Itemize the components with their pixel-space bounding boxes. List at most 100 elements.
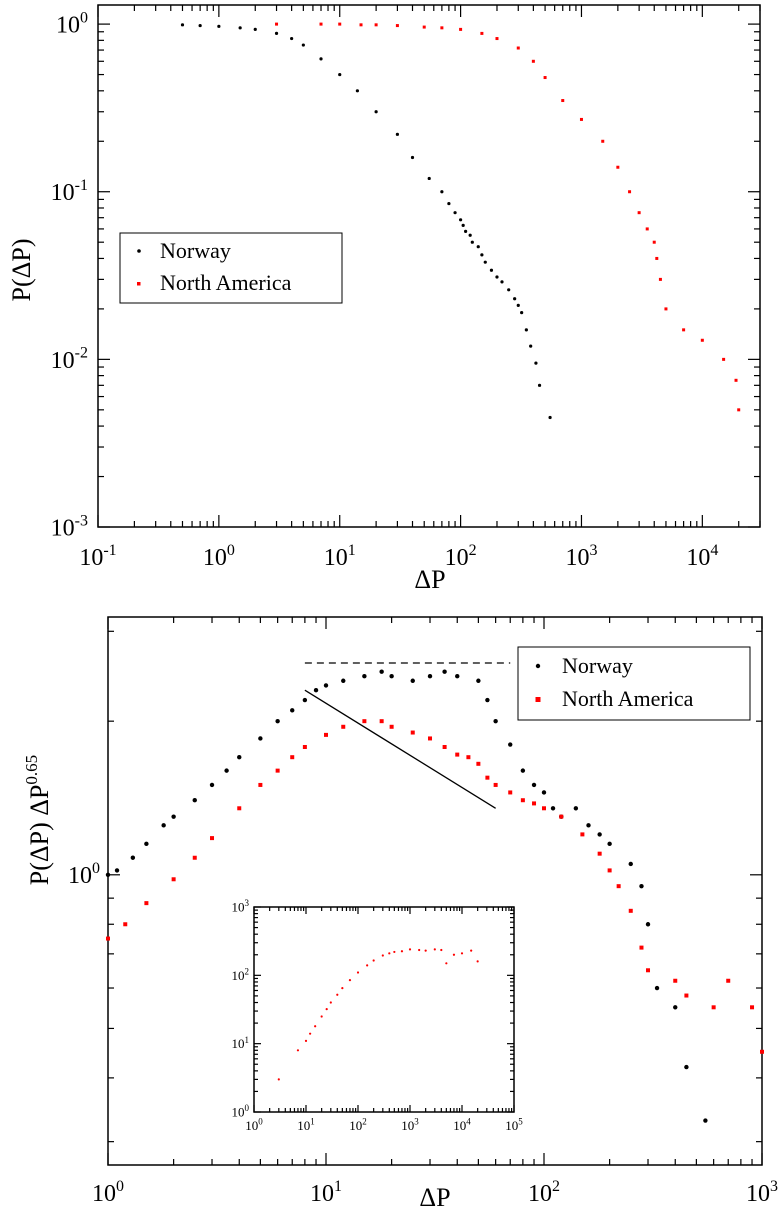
bottom-north-america-point xyxy=(442,744,447,749)
top-norway-point xyxy=(548,415,552,420)
top-legend-north-america-marker xyxy=(137,282,141,286)
bottom-north-america-point xyxy=(607,868,612,873)
top-north-america-point xyxy=(275,22,279,26)
top-north-america-point xyxy=(652,240,656,244)
inset-x-tick-label: 100 xyxy=(245,1117,263,1133)
top-x-tick-label-base: 10 xyxy=(686,545,710,571)
bottom-legend-box xyxy=(517,646,751,721)
top-x-tick-label: 101 xyxy=(324,542,356,571)
bottom-north-america-point xyxy=(324,732,328,737)
inset-x-tick-label: 105 xyxy=(505,1117,523,1133)
top-x-tick-label-exponent: -1 xyxy=(103,542,116,559)
top-legend-box xyxy=(119,232,343,304)
top-norway-point xyxy=(338,72,342,77)
inset-x-tick-label: 101 xyxy=(297,1117,315,1133)
bottom-plot-frame xyxy=(107,616,763,1166)
bottom-norway-point xyxy=(192,798,197,803)
bottom-x-axis-label: ΔP xyxy=(419,1183,450,1212)
bottom-north-america-point xyxy=(389,724,394,729)
bottom-y-tick-label-exponent: 0 xyxy=(92,860,100,877)
bottom-north-america-point xyxy=(559,814,564,819)
top-north-america-point xyxy=(658,277,662,281)
bottom-north-america-point xyxy=(711,1005,716,1010)
top-norway-point xyxy=(520,311,524,315)
bottom-norway-point xyxy=(476,678,481,683)
inset-y-tick-label-exponent: 1 xyxy=(245,1035,250,1045)
bottom-north-america-point xyxy=(192,855,197,860)
bottom-north-america-point xyxy=(362,719,367,724)
top-norway-point xyxy=(500,280,504,284)
top-north-america-point xyxy=(561,99,565,103)
bottom-north-america-point xyxy=(646,968,651,973)
inset-y-tick-label: 100 xyxy=(232,1103,250,1119)
top-norway-point xyxy=(319,57,323,61)
inset-point xyxy=(424,949,427,952)
bottom-north-america-point xyxy=(428,736,433,741)
top-north-america-point xyxy=(737,408,741,412)
bottom-norway-point xyxy=(442,669,447,674)
bottom-norway-point xyxy=(379,669,384,674)
bottom-norway-point xyxy=(550,806,556,811)
inset-x-tick-label-exponent: 2 xyxy=(362,1117,367,1127)
top-x-tick-label: 10-1 xyxy=(79,542,116,571)
bottom-north-america-point xyxy=(275,768,280,773)
bottom-x-tick-label-base: 10 xyxy=(92,1181,116,1207)
bottom-x-tick-label-exponent: 3 xyxy=(770,1178,778,1195)
top-y-tick-label: 10-1 xyxy=(51,177,88,206)
top-y-tick-label-exponent: -1 xyxy=(75,177,88,194)
top-x-tick-label: 103 xyxy=(565,542,597,571)
top-x-tick-label-base: 10 xyxy=(445,545,469,571)
bottom-north-america-point xyxy=(410,730,415,735)
inset-point xyxy=(470,949,473,952)
bottom-north-america-point xyxy=(123,922,128,927)
top-north-america-point xyxy=(722,357,726,361)
top-north-america-point xyxy=(459,27,463,31)
bottom-norway-point xyxy=(508,742,513,747)
top-norway-point xyxy=(513,297,517,301)
bottom-x-tick-label-base: 10 xyxy=(310,1181,334,1207)
inset-y-tick-label-exponent: 0 xyxy=(245,1103,250,1113)
fit-line xyxy=(304,689,496,809)
inset-point xyxy=(440,948,443,952)
bottom-x-tick-label: 103 xyxy=(746,1178,778,1207)
bottom-norway-point xyxy=(520,768,526,773)
inset-y-tick-label-base: 10 xyxy=(232,1036,245,1051)
bottom-norway-point xyxy=(410,678,415,683)
bottom-north-america-point xyxy=(628,908,633,913)
top-x-tick-label-exponent: 1 xyxy=(348,542,356,559)
top-norway-point xyxy=(198,23,202,28)
inset-x-tick-label-exponent: 4 xyxy=(466,1117,471,1127)
bottom-norway-point xyxy=(302,697,308,703)
top-norway-point xyxy=(516,303,520,307)
inset-y-tick-label-exponent: 3 xyxy=(245,898,250,908)
inset-point xyxy=(296,1049,300,1052)
bottom-norway-point xyxy=(531,782,537,788)
bottom-north-america-point xyxy=(476,761,481,766)
bottom-north-america-point xyxy=(493,782,498,787)
inset-series xyxy=(277,948,479,1081)
top-norway-point xyxy=(290,36,294,41)
bottom-norway-point xyxy=(673,1005,678,1010)
inset-x-tick-label-base: 10 xyxy=(349,1118,362,1133)
bottom-north-america-point xyxy=(508,790,513,795)
inset-y-tick-label-exponent: 2 xyxy=(245,966,250,976)
top-norway-point xyxy=(524,328,528,332)
inset-point xyxy=(356,971,360,974)
top-north-america-point xyxy=(516,46,520,50)
bottom-x-tick-label-base: 10 xyxy=(746,1181,770,1207)
bottom-north-america-point xyxy=(341,724,346,729)
bottom-y-axis-label-main: P(ΔP) ΔP xyxy=(25,785,54,886)
bottom-x-tick-label-exponent: 2 xyxy=(552,1178,560,1195)
top-x-tick-label: 102 xyxy=(445,542,477,571)
top-north-america-point xyxy=(579,117,583,121)
bottom-x-tick-label-base: 10 xyxy=(528,1181,552,1207)
bottom-y-axis-label-exponent: 0.65 xyxy=(22,755,41,785)
top-y-tick-label: 100 xyxy=(56,9,88,38)
inset-y-tick-label-base: 10 xyxy=(232,900,245,915)
bottom-x-tick-label-exponent: 0 xyxy=(116,1178,124,1195)
bottom-north-america-point xyxy=(171,877,176,882)
bottom-norway-point xyxy=(645,922,651,927)
top-norway-point xyxy=(253,27,257,31)
